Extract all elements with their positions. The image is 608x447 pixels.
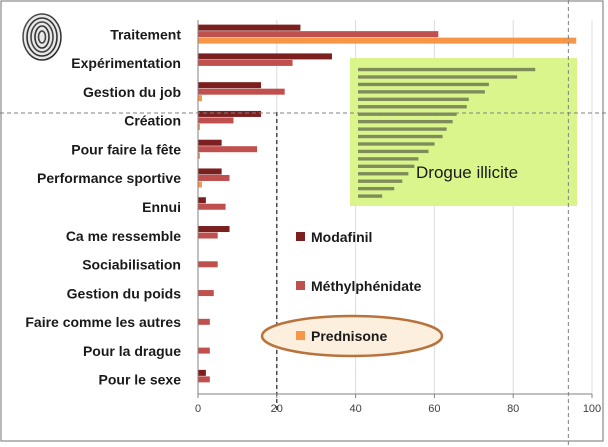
- category-label: Traitement: [110, 26, 181, 42]
- bar: [198, 95, 202, 102]
- category-label: Expérimentation: [71, 55, 181, 71]
- category-label: Performance sportive: [37, 170, 181, 186]
- axis: [197, 20, 592, 395]
- bar: [198, 59, 293, 66]
- legend: Modafinil Méthylphénidate Prednisone: [260, 229, 444, 358]
- bar: [198, 117, 234, 124]
- bar: [198, 31, 439, 38]
- legend-label: Modafinil: [311, 229, 372, 245]
- inset-bar: [358, 105, 467, 109]
- legend-swatch: [296, 281, 305, 290]
- reference-lines: [276, 0, 569, 447]
- inset-bar: [358, 134, 443, 139]
- bar: [198, 168, 222, 175]
- bar: [198, 53, 332, 60]
- inset-bar: [358, 67, 536, 72]
- inset-background: [350, 58, 577, 206]
- drug-inset: Drogue illicite: [350, 58, 577, 206]
- bar: [198, 203, 226, 210]
- inset-bar: [358, 90, 485, 94]
- x-tick-label: 0: [195, 403, 201, 415]
- category-label: Gestion du poids: [67, 285, 182, 301]
- bar: [198, 24, 301, 31]
- tick-labels: 0 20 40 60 80 100: [195, 394, 601, 415]
- x-tick-label: 80: [507, 403, 519, 415]
- category-label: Sociabilisation: [82, 257, 181, 273]
- bar: [198, 369, 206, 376]
- inset-bar: [358, 119, 453, 124]
- legend-swatch: [296, 232, 305, 241]
- inset-bar: [358, 172, 409, 176]
- inset-bar: [358, 112, 457, 116]
- bar: [198, 181, 202, 188]
- bar: [198, 146, 258, 153]
- bar: [198, 110, 262, 117]
- x-tick-label: 60: [428, 403, 440, 415]
- bar: [198, 152, 200, 159]
- bar: [198, 82, 262, 89]
- bar: [198, 290, 214, 297]
- x-tick-label: 40: [349, 403, 361, 415]
- bar: [198, 197, 206, 204]
- category-label: Gestion du job: [83, 84, 181, 100]
- category-label: Pour la drague: [83, 343, 181, 359]
- bar: [198, 226, 230, 233]
- inset-bar: [358, 164, 415, 168]
- bars: [198, 24, 577, 383]
- bar: [198, 174, 230, 181]
- category-label: Faire comme les autres: [25, 314, 181, 330]
- bar: [198, 232, 218, 239]
- bar: [198, 261, 218, 268]
- x-tick-label: 100: [583, 403, 601, 415]
- inset-bar: [358, 179, 403, 183]
- inset-bar: [358, 127, 447, 131]
- category-label: Pour faire la fête: [71, 141, 181, 157]
- bar: [198, 318, 210, 325]
- bar: [198, 88, 285, 95]
- inset-bar: [358, 142, 435, 146]
- inset-label: Drogue illicite: [416, 163, 518, 182]
- category-label: Pour le sexe: [99, 372, 182, 388]
- x-tick-label: 20: [271, 403, 283, 415]
- inset-bar: [358, 149, 429, 154]
- fingerprint-icon: [22, 13, 62, 61]
- inset-bar: [358, 82, 489, 87]
- legend-highlight-ellipse: [260, 314, 444, 358]
- bar: [198, 139, 222, 146]
- inset-bars: [358, 67, 536, 198]
- legend-swatch: [296, 331, 305, 340]
- inset-bar: [358, 75, 518, 79]
- legend-label: Méthylphénidate: [311, 278, 422, 294]
- category-label: Ennui: [142, 199, 181, 215]
- category-label: Ca me ressemble: [66, 228, 181, 244]
- inset-bar: [358, 157, 419, 161]
- bar: [198, 123, 200, 130]
- category-label: Création: [124, 113, 181, 129]
- bar: [198, 376, 210, 383]
- category-labels: Traitement Expérimentation Gestion du job C…: [25, 26, 181, 387]
- inset-bar: [358, 194, 383, 198]
- inset-bar: [358, 97, 469, 101]
- inset-bar: [358, 186, 395, 191]
- bar: [198, 347, 210, 354]
- bar: [198, 37, 577, 44]
- legend-label: Prednisone: [311, 328, 387, 344]
